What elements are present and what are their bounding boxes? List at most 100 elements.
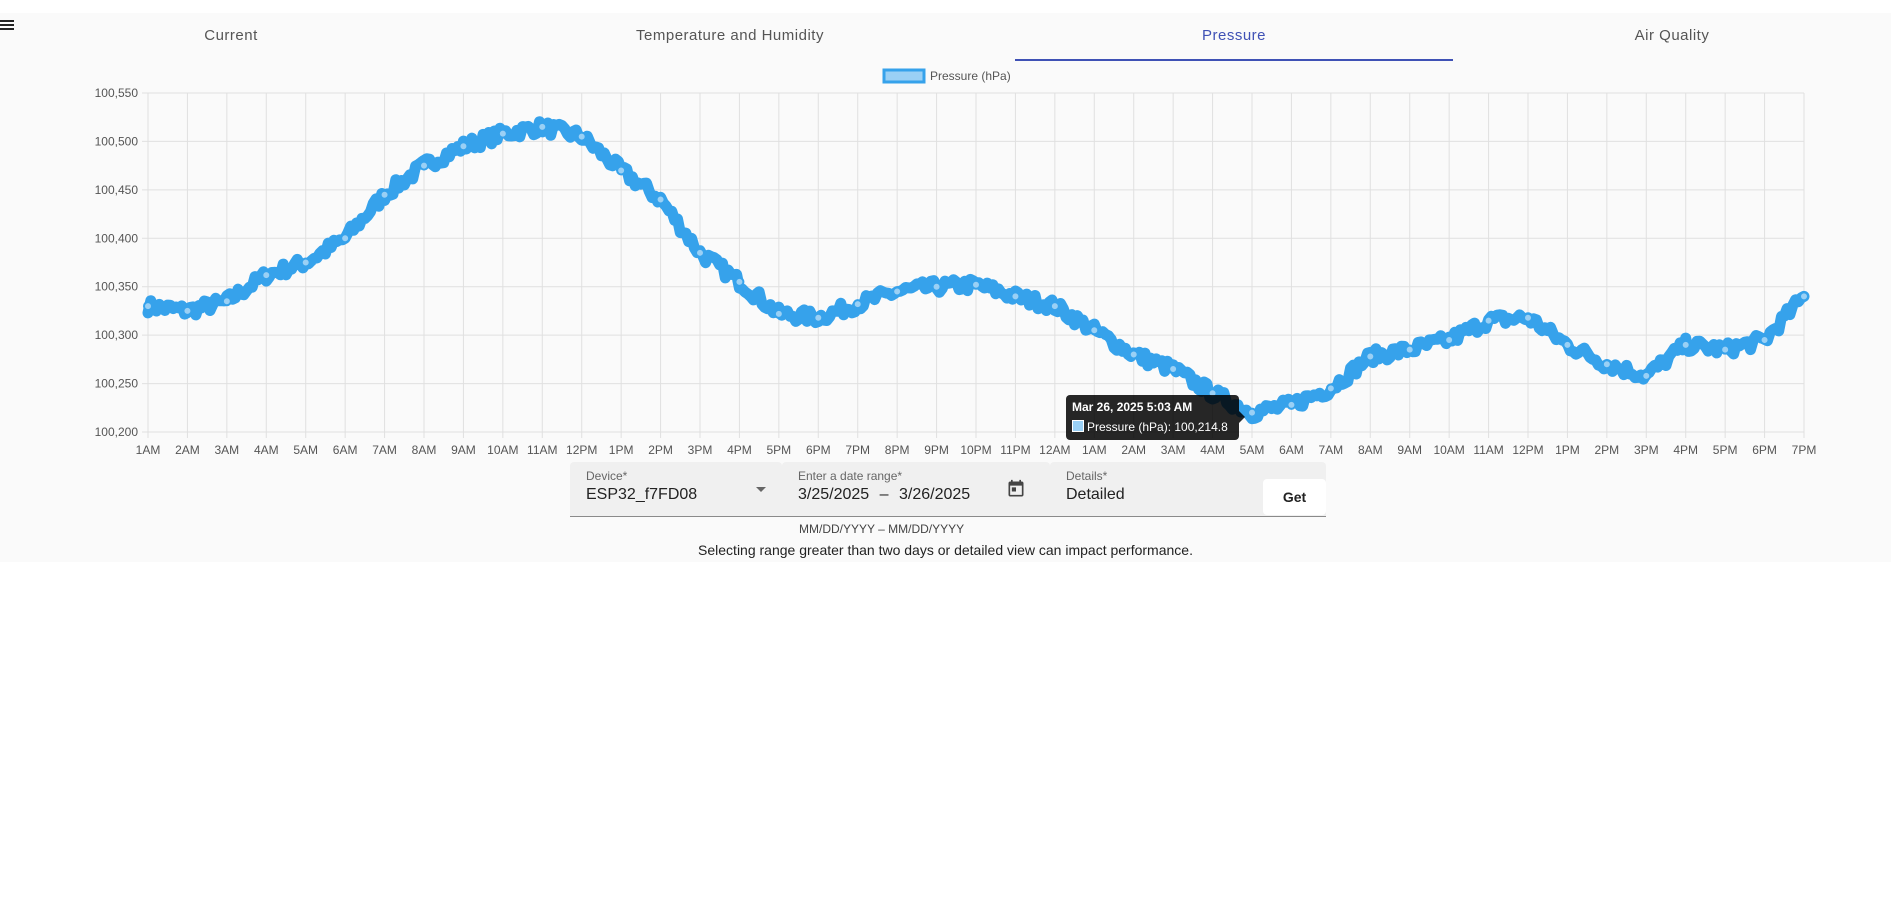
device-select[interactable]: Device* ESP32_f7FD08	[570, 462, 782, 517]
data-point[interactable]	[1444, 334, 1455, 345]
query-form: Device* ESP32_f7FD08 Enter a date range*…	[570, 462, 1326, 518]
x-tick-label: 5PM	[1713, 443, 1738, 457]
x-tick-label: 4AM	[254, 443, 279, 457]
x-tick-label: 7AM	[372, 443, 397, 457]
data-point[interactable]	[1759, 334, 1770, 345]
legend-label[interactable]: Pressure (hPa)	[930, 69, 1011, 83]
data-point[interactable]	[655, 194, 666, 205]
device-value: ESP32_f7FD08	[586, 486, 698, 503]
data-point[interactable]	[1720, 344, 1731, 355]
data-point[interactable]	[1049, 301, 1060, 312]
x-tick-label: 8PM	[885, 443, 910, 457]
date-start-input[interactable]: 3/25/2025	[798, 486, 870, 503]
x-tick-label: 7PM	[845, 443, 870, 457]
data-point[interactable]	[1168, 364, 1179, 375]
details-value: Detailed	[1066, 486, 1125, 503]
data-point[interactable]	[892, 286, 903, 297]
data-point[interactable]	[852, 299, 863, 310]
x-tick-label: 1PM	[1555, 443, 1580, 457]
data-point[interactable]	[1483, 315, 1494, 326]
data-point[interactable]	[1404, 344, 1415, 355]
x-tick-label: 6AM	[1279, 443, 1304, 457]
y-tick-label: 100,200	[95, 425, 139, 439]
tab-current[interactable]: Current	[204, 27, 258, 44]
data-point[interactable]	[695, 247, 705, 258]
tooltip-value: Pressure (hPa): 100,214.8	[1087, 420, 1228, 434]
data-point[interactable]	[773, 308, 784, 319]
x-tick-label: 3AM	[215, 443, 240, 457]
x-tick-label: 9AM	[451, 443, 476, 457]
x-tick-label: 11AM	[527, 443, 557, 457]
tab-temperature-humidity[interactable]: Temperature and Humidity	[636, 27, 824, 44]
data-point[interactable]	[1799, 291, 1809, 302]
tooltip-row: Pressure (hPa): 100,214.8	[1072, 420, 1228, 434]
data-point[interactable]	[616, 165, 627, 176]
data-point[interactable]	[143, 301, 153, 312]
data-point[interactable]	[419, 160, 429, 171]
y-tick-label: 100,450	[95, 183, 139, 197]
date-end-input[interactable]: 3/26/2025	[899, 486, 971, 503]
x-tick-label: 5AM	[293, 443, 318, 457]
x-tick-label: 8AM	[1358, 443, 1383, 457]
data-point[interactable]	[813, 312, 824, 323]
data-point[interactable]	[1601, 359, 1612, 370]
data-point[interactable]	[931, 281, 942, 292]
tab-pressure[interactable]: Pressure	[1015, 13, 1453, 61]
x-tick-label: 5PM	[767, 443, 792, 457]
get-button[interactable]: Get	[1263, 479, 1326, 515]
x-tick-label: 10PM	[960, 443, 991, 457]
x-tick-label: 4PM	[727, 443, 752, 457]
tab-air-quality[interactable]: Air Quality	[1634, 27, 1710, 44]
device-label: Device*	[586, 469, 628, 483]
data-point[interactable]	[1010, 291, 1021, 302]
x-tick-label: 11PM	[1000, 443, 1030, 457]
x-tick-label: 7AM	[1319, 443, 1344, 457]
chart-tooltip: Mar 26, 2025 5:03 AM Pressure (hPa): 100…	[1066, 395, 1245, 440]
data-point[interactable]	[537, 121, 548, 132]
data-point[interactable]	[379, 189, 390, 200]
data-point[interactable]	[1680, 339, 1691, 350]
date-range-field[interactable]: Enter a date range* 3/25/2025 – 3/26/202…	[782, 462, 1050, 517]
y-tick-label: 100,300	[95, 328, 139, 342]
x-tick-label: 4AM	[1200, 443, 1225, 457]
data-point[interactable]	[576, 131, 587, 142]
y-tick-label: 100,400	[95, 231, 139, 245]
data-point[interactable]	[1562, 339, 1573, 350]
x-tick-label: 12PM	[566, 443, 597, 457]
data-point[interactable]	[458, 141, 469, 152]
data-point[interactable]	[1523, 312, 1533, 323]
data-point[interactable]	[1641, 370, 1652, 381]
data-point[interactable]	[182, 305, 193, 316]
date-range-value[interactable]: 3/25/2025 – 3/26/2025	[798, 486, 970, 504]
performance-note: Selecting range greater than two days or…	[698, 542, 1193, 558]
data-point[interactable]	[1247, 407, 1257, 418]
x-tick-label: 8AM	[412, 443, 437, 457]
x-tick-label: 9AM	[1397, 443, 1422, 457]
x-tick-label: 10AM	[1433, 443, 1464, 457]
x-tick-label: 1AM	[136, 443, 161, 457]
data-point[interactable]	[971, 279, 981, 290]
pressure-chart: Pressure (hPa) 100,550 100,500 100,450 100,…	[0, 65, 1891, 465]
y-tick-label: 100,350	[95, 280, 139, 294]
x-tick-label: 9PM	[924, 443, 949, 457]
data-point[interactable]	[1365, 351, 1376, 362]
x-tick-label: 2PM	[648, 443, 673, 457]
data-point[interactable]	[1325, 383, 1336, 394]
menu-icon[interactable]	[0, 18, 14, 32]
data-point[interactable]	[221, 296, 232, 307]
calendar-icon[interactable]	[1006, 479, 1026, 499]
data-point[interactable]	[1286, 399, 1297, 410]
data-point[interactable]	[1128, 349, 1139, 360]
y-tick-label: 100,250	[95, 377, 139, 391]
x-tick-label: 1PM	[609, 443, 634, 457]
data-point[interactable]	[340, 233, 351, 244]
data-point[interactable]	[261, 270, 272, 281]
data-point[interactable]	[1089, 325, 1100, 336]
tooltip-caret	[1239, 411, 1245, 423]
x-tick-label: 3PM	[688, 443, 713, 457]
data-point[interactable]	[734, 276, 745, 287]
tooltip-title: Mar 26, 2025 5:03 AM	[1072, 400, 1193, 414]
legend-swatch[interactable]	[882, 68, 926, 84]
data-point[interactable]	[300, 257, 311, 268]
data-point[interactable]	[497, 128, 508, 139]
